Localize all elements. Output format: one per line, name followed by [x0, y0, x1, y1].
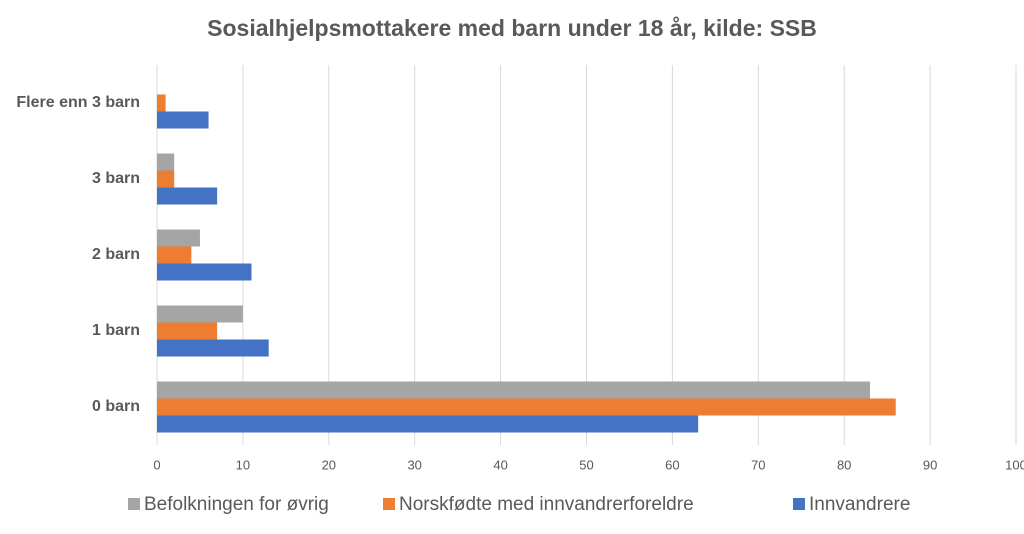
x-tick-label: 40: [493, 457, 507, 472]
bar: [157, 381, 870, 399]
x-tick-label: 60: [665, 457, 679, 472]
bar: [157, 322, 218, 340]
chart-title: Sosialhjelpsmottakere med barn under 18 …: [207, 15, 817, 41]
y-tick-label: 1 barn: [92, 322, 140, 339]
x-tick-label: 70: [751, 457, 765, 472]
x-tick-label: 50: [579, 457, 593, 472]
y-tick-label: Flere enn 3 barn: [16, 94, 140, 111]
y-tick-label: 2 barn: [92, 246, 140, 263]
bar: [157, 263, 252, 281]
x-tick-label: 90: [923, 457, 937, 472]
x-tick-label: 10: [236, 457, 250, 472]
x-tick-label: 30: [407, 457, 421, 472]
bar: [157, 153, 175, 171]
y-tick-label: 0 barn: [92, 398, 140, 415]
bar: [157, 94, 166, 112]
x-tick-label: 80: [837, 457, 851, 472]
y-tick-label: 3 barn: [92, 170, 140, 187]
bar: [157, 111, 209, 129]
legend-label: Befolkningen for øvrig: [144, 494, 329, 515]
bar: [157, 415, 699, 433]
bar: [157, 229, 200, 247]
bar: [157, 305, 243, 323]
legend-swatch: [128, 498, 140, 510]
x-tick-label: 100: [1005, 457, 1024, 472]
bar: [157, 170, 175, 188]
bar: [157, 398, 896, 416]
legend-swatch: [793, 498, 805, 510]
legend-label: Innvandrere: [809, 494, 910, 515]
legend-label: Norskfødte med innvandrerforeldre: [399, 494, 694, 515]
x-tick-label: 0: [153, 457, 160, 472]
bar: [157, 246, 192, 264]
bar: [157, 187, 218, 205]
bar: [157, 339, 269, 357]
legend-swatch: [383, 498, 395, 510]
x-tick-label: 20: [322, 457, 336, 472]
